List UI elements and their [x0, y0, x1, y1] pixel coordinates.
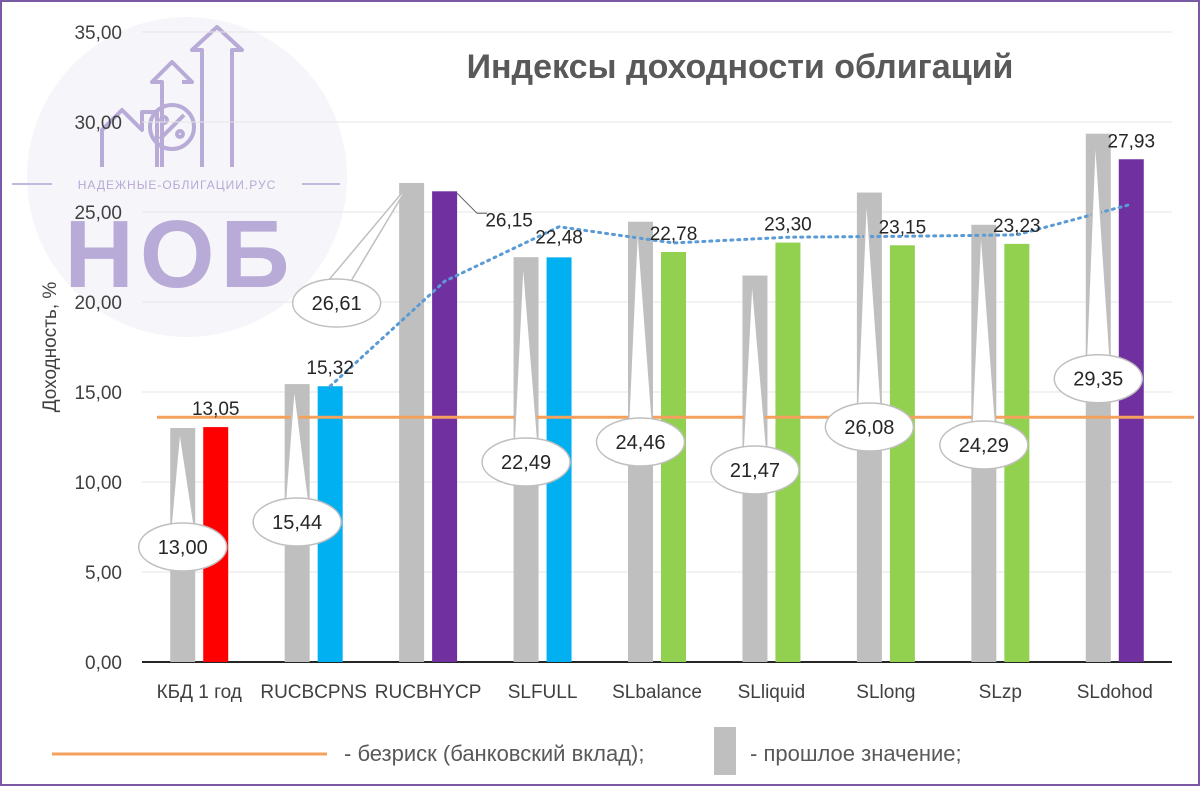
value-label-current: 23,30	[764, 215, 812, 236]
bubble	[824, 402, 915, 452]
watermark: НАДЕЖНЫЕ-ОБЛИГАЦИИ.РУС НОБ	[12, 17, 347, 337]
value-label-previous: 15,44	[272, 512, 322, 534]
value-label-previous: 21,47	[730, 460, 780, 482]
y-tick-label: 20,00	[74, 293, 122, 314]
y-tick-label: 0,00	[85, 653, 122, 674]
bubble	[481, 437, 571, 487]
value-label-previous: 22,49	[501, 452, 551, 474]
percent-circle	[148, 103, 196, 151]
category-labels: КБД 1 год RUCBCPNS RUCBHYCP SLFULL SLbalance…	[157, 682, 1153, 703]
gridlines	[142, 31, 1172, 573]
category-label: SLFULL	[508, 682, 578, 703]
y-axis-ticks: 0,00 5,00 10,00 15,00 20,00 25,00 30,00 35,00	[74, 23, 122, 674]
watermark-site: НАДЕЖНЫЕ-ОБЛИГАЦИИ.РУС	[78, 178, 276, 192]
value-label-previous: 29,35	[1073, 369, 1123, 391]
legend-riskfree-label: - безриск (банковский вклад);	[344, 741, 644, 766]
y-tick-label: 25,00	[74, 203, 122, 224]
percent-dot-2	[175, 129, 185, 139]
value-label-previous: 26,61	[312, 293, 362, 315]
category-label: SLlong	[856, 682, 915, 703]
y-tick-label: 5,00	[85, 563, 122, 584]
watermark-brand: НОБ	[65, 201, 296, 308]
value-label-current: 22,48	[535, 227, 583, 248]
bubble	[1053, 353, 1144, 404]
value-label-current: 13,05	[192, 399, 240, 420]
value-label-previous: 26,08	[844, 417, 894, 439]
bar-current	[1118, 159, 1144, 662]
category-label: SLliquid	[738, 682, 806, 703]
bubble	[710, 445, 800, 495]
bubble	[291, 278, 382, 328]
bar-previous	[399, 183, 425, 662]
value-label-previous: 13,00	[158, 537, 208, 559]
legend: - безриск (банковский вклад); - прошлое …	[52, 727, 962, 775]
value-label-previous: 24,29	[959, 435, 1009, 457]
value-label-current: 27,93	[1108, 131, 1156, 152]
y-tick-label: 10,00	[74, 473, 122, 494]
category-label: КБД 1 год	[157, 682, 242, 703]
percent-house-icon	[100, 25, 244, 167]
bar-current	[889, 245, 915, 663]
trend-line	[328, 202, 1133, 388]
value-label-current: 15,32	[306, 358, 354, 379]
category-label: SLdohod	[1077, 682, 1153, 703]
arrow-up-large	[190, 25, 244, 167]
value-label-current: 26,15	[485, 210, 533, 231]
category-label: SLbalance	[612, 682, 702, 703]
category-label: RUCBCPNS	[260, 682, 367, 703]
bubble	[939, 420, 1029, 470]
legend-previous-swatch	[714, 727, 736, 775]
value-label-previous: 24,46	[615, 432, 665, 454]
value-label-current: 23,15	[879, 217, 927, 238]
chart-title: Индексы доходности облигаций	[467, 48, 1014, 86]
bubble	[595, 417, 686, 467]
y-tick-label: 30,00	[74, 113, 122, 134]
category-label: RUCBHYCP	[375, 682, 482, 703]
bubble	[252, 497, 342, 547]
previous-value-bubbles: 13,00 15,44 26,61 22,49 24,46 21,47 26,08 24,29…	[137, 135, 1144, 572]
y-tick-label: 35,00	[74, 23, 122, 44]
category-label: SLzp	[979, 682, 1022, 703]
y-axis-title: Доходность, %	[40, 282, 61, 413]
leader-line	[456, 192, 488, 214]
legend-previous-label: - прошлое значение;	[750, 741, 962, 766]
value-label-current: 22,78	[650, 224, 698, 245]
arrow-up-small	[150, 60, 194, 167]
y-tick-label: 15,00	[74, 383, 122, 404]
bubble	[137, 522, 228, 572]
value-label-current: 23,23	[993, 216, 1041, 237]
watermark-circle	[27, 17, 347, 337]
bar-current	[432, 191, 458, 663]
